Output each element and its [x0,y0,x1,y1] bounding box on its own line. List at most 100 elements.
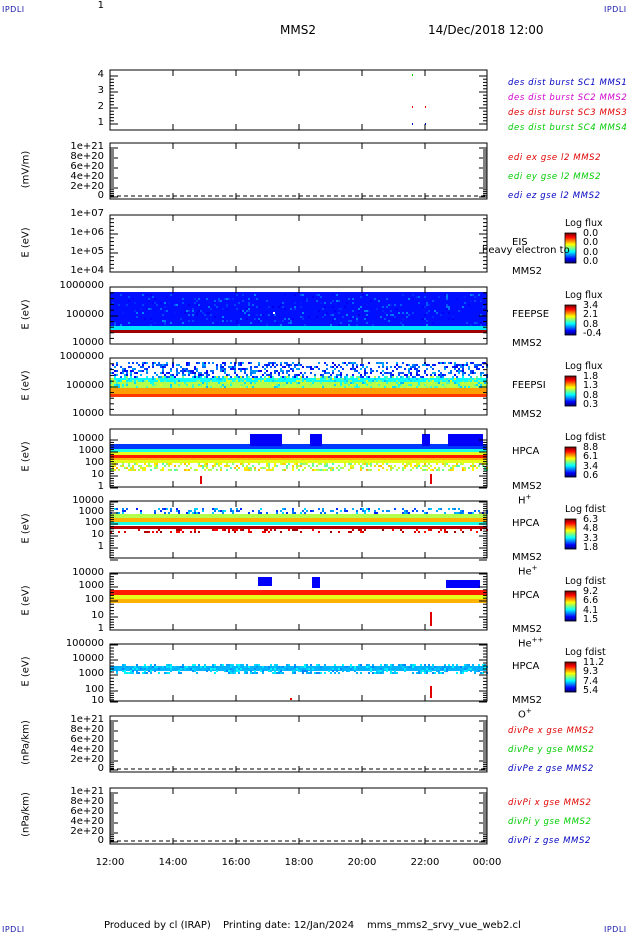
feepsi-speckle [362,382,364,384]
feepsi-speckle-top [254,372,256,374]
feepse-speckle [188,304,190,306]
feepse-speckle [244,312,246,314]
colorbar-slice [565,474,576,476]
feepsi-speckle [236,376,238,378]
feepsi-speckle [322,386,324,388]
oplus-speckle [240,668,242,670]
oplus-speckle [238,672,240,674]
panel-HPCA_He [109,500,577,561]
heplus-speckle-bot [216,529,218,531]
colorbar-slice [565,447,576,449]
oplus-speckle [178,668,180,670]
oplus-speckle [332,668,334,670]
feepsi-speckle [340,382,342,384]
oplus-speckle [178,672,180,674]
hplus-speckle [438,467,440,469]
feepse-speckle [356,318,358,320]
colorbar-slice [565,547,576,549]
hplus-speckle [418,463,420,465]
colorbar-slice [565,261,576,263]
hplus-speckle [268,465,270,467]
oplus-speckle [164,672,166,674]
heplus-speckle-top [440,508,442,510]
feepse-speckle [368,310,370,312]
heplus-speckle-top [236,508,238,510]
feepsi-speckle-top [302,374,304,376]
colorbar-slice [565,254,576,256]
feepsi-speckle [226,376,228,378]
feepsi-speckle-top [366,372,368,374]
heplus-speckle-bot [264,529,266,531]
oplus-speckle [228,664,230,666]
oplus-speckle [136,668,138,670]
feepse-speckle [192,314,194,316]
feepsi-speckle-top [388,372,390,374]
feepsi-speckle-top [188,370,190,372]
feepsi-speckle [388,378,390,380]
feepsi-speckle-top [210,370,212,372]
feepsi-speckle-top [138,370,140,372]
oplus-speckle [184,668,186,670]
oplus-speckle [452,664,454,666]
feepsi-speckle-top [134,376,136,378]
feepse-speckle [474,322,476,324]
y-tick-label: 1 [97,623,104,634]
oplus-speckle [306,670,308,672]
hplus-speckle [426,469,428,471]
heplus-speckle-top [118,512,120,514]
colorbar-slice [565,455,576,457]
oplus-speckle [236,668,238,670]
feepse-speckle [402,318,404,320]
hplus-speckle [226,463,228,465]
feepsi-speckle-top [278,374,280,376]
feepsi-speckle [170,386,172,388]
feepsi-speckle-top [406,374,408,376]
feepsi-speckle [114,384,116,386]
feepse-speckle [226,320,228,322]
hplus-speckle [296,463,298,465]
feepse-speckle [170,322,172,324]
feepsi-speckle [336,382,338,384]
colorbar-value: 5.4 [583,684,599,696]
heplus-speckle-top [122,510,124,512]
feepsi-speckle [386,376,388,378]
feepse-speckle [394,316,396,318]
feepsi-speckle [126,382,128,384]
colorbar-slice [565,684,576,686]
feepsi-speckle-top [186,364,188,366]
feepsi-speckle [130,376,132,378]
feepsi-speckle-top [234,364,236,366]
oplus-speckle [264,666,266,668]
feepse-speckle [134,302,136,304]
hplus-speckle [144,469,146,471]
feepsi-speckle [192,376,194,378]
feepsi-speckle-top [216,368,218,370]
heplusplus-patch [312,577,320,588]
colorbar-slice [565,397,576,399]
feepsi-speckle-top [474,372,476,374]
colorbar-value: 9.2 [583,586,599,597]
oplus-speckle [328,668,330,670]
oplus-speckle [392,664,394,666]
feepse-speckle [418,296,420,298]
corner-label-bottom-right: IPDLI [604,925,627,934]
feepse-speckle [246,308,248,310]
feepse-speckle [168,302,170,304]
oplus-speckle [236,670,238,672]
feepsi-speckle-top [454,364,456,366]
feepsi-speckle-top [404,368,406,370]
feepse-speckle [282,302,284,304]
feepsi-speckle-top [288,364,290,366]
feepse-speckle [352,310,354,312]
feepsi-speckle-top [476,368,478,370]
colorbar-value: 1.5 [583,613,599,625]
y-tick-label: 100 [84,457,104,468]
hplus-speckle [146,465,148,467]
y-tick-label: 1e+21 [70,141,104,152]
heplus-speckle-top [294,512,296,514]
feepse-speckle [428,304,430,306]
oplus-speckle [122,664,124,666]
feepsi-speckle-top [190,372,192,374]
feepsi-speckle [162,376,164,378]
heplus-speckle-bot [348,531,350,533]
